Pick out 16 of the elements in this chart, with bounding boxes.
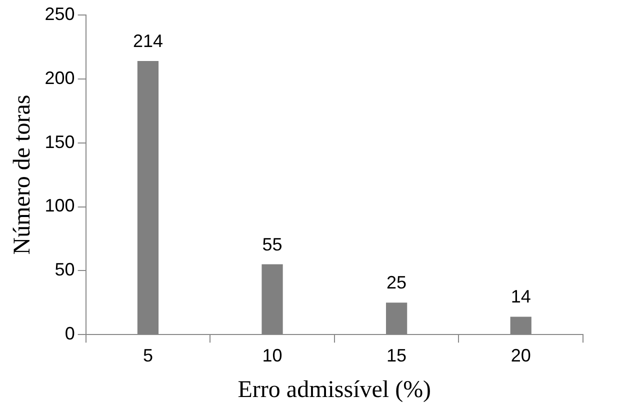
- data-label: 14: [510, 286, 531, 307]
- data-label: 55: [262, 234, 282, 254]
- x-tick-label: 20: [510, 345, 531, 366]
- y-tick-label: 250: [44, 4, 75, 24]
- y-tick-label: 100: [44, 196, 75, 216]
- x-tick-label: 5: [142, 345, 153, 366]
- x-tick-label: 10: [262, 345, 282, 366]
- y-tick-label: 150: [44, 132, 75, 152]
- data-label: 214: [132, 30, 163, 51]
- x-tick-label: 15: [386, 345, 407, 366]
- y-axis-title: Número de toras: [10, 94, 36, 255]
- x-axis-title: Erro admissível (%): [238, 376, 432, 403]
- y-tick-label: 200: [44, 68, 75, 88]
- y-tick-label: 50: [54, 260, 75, 280]
- y-tick-label: 0: [64, 324, 75, 344]
- data-label: 25: [386, 272, 407, 293]
